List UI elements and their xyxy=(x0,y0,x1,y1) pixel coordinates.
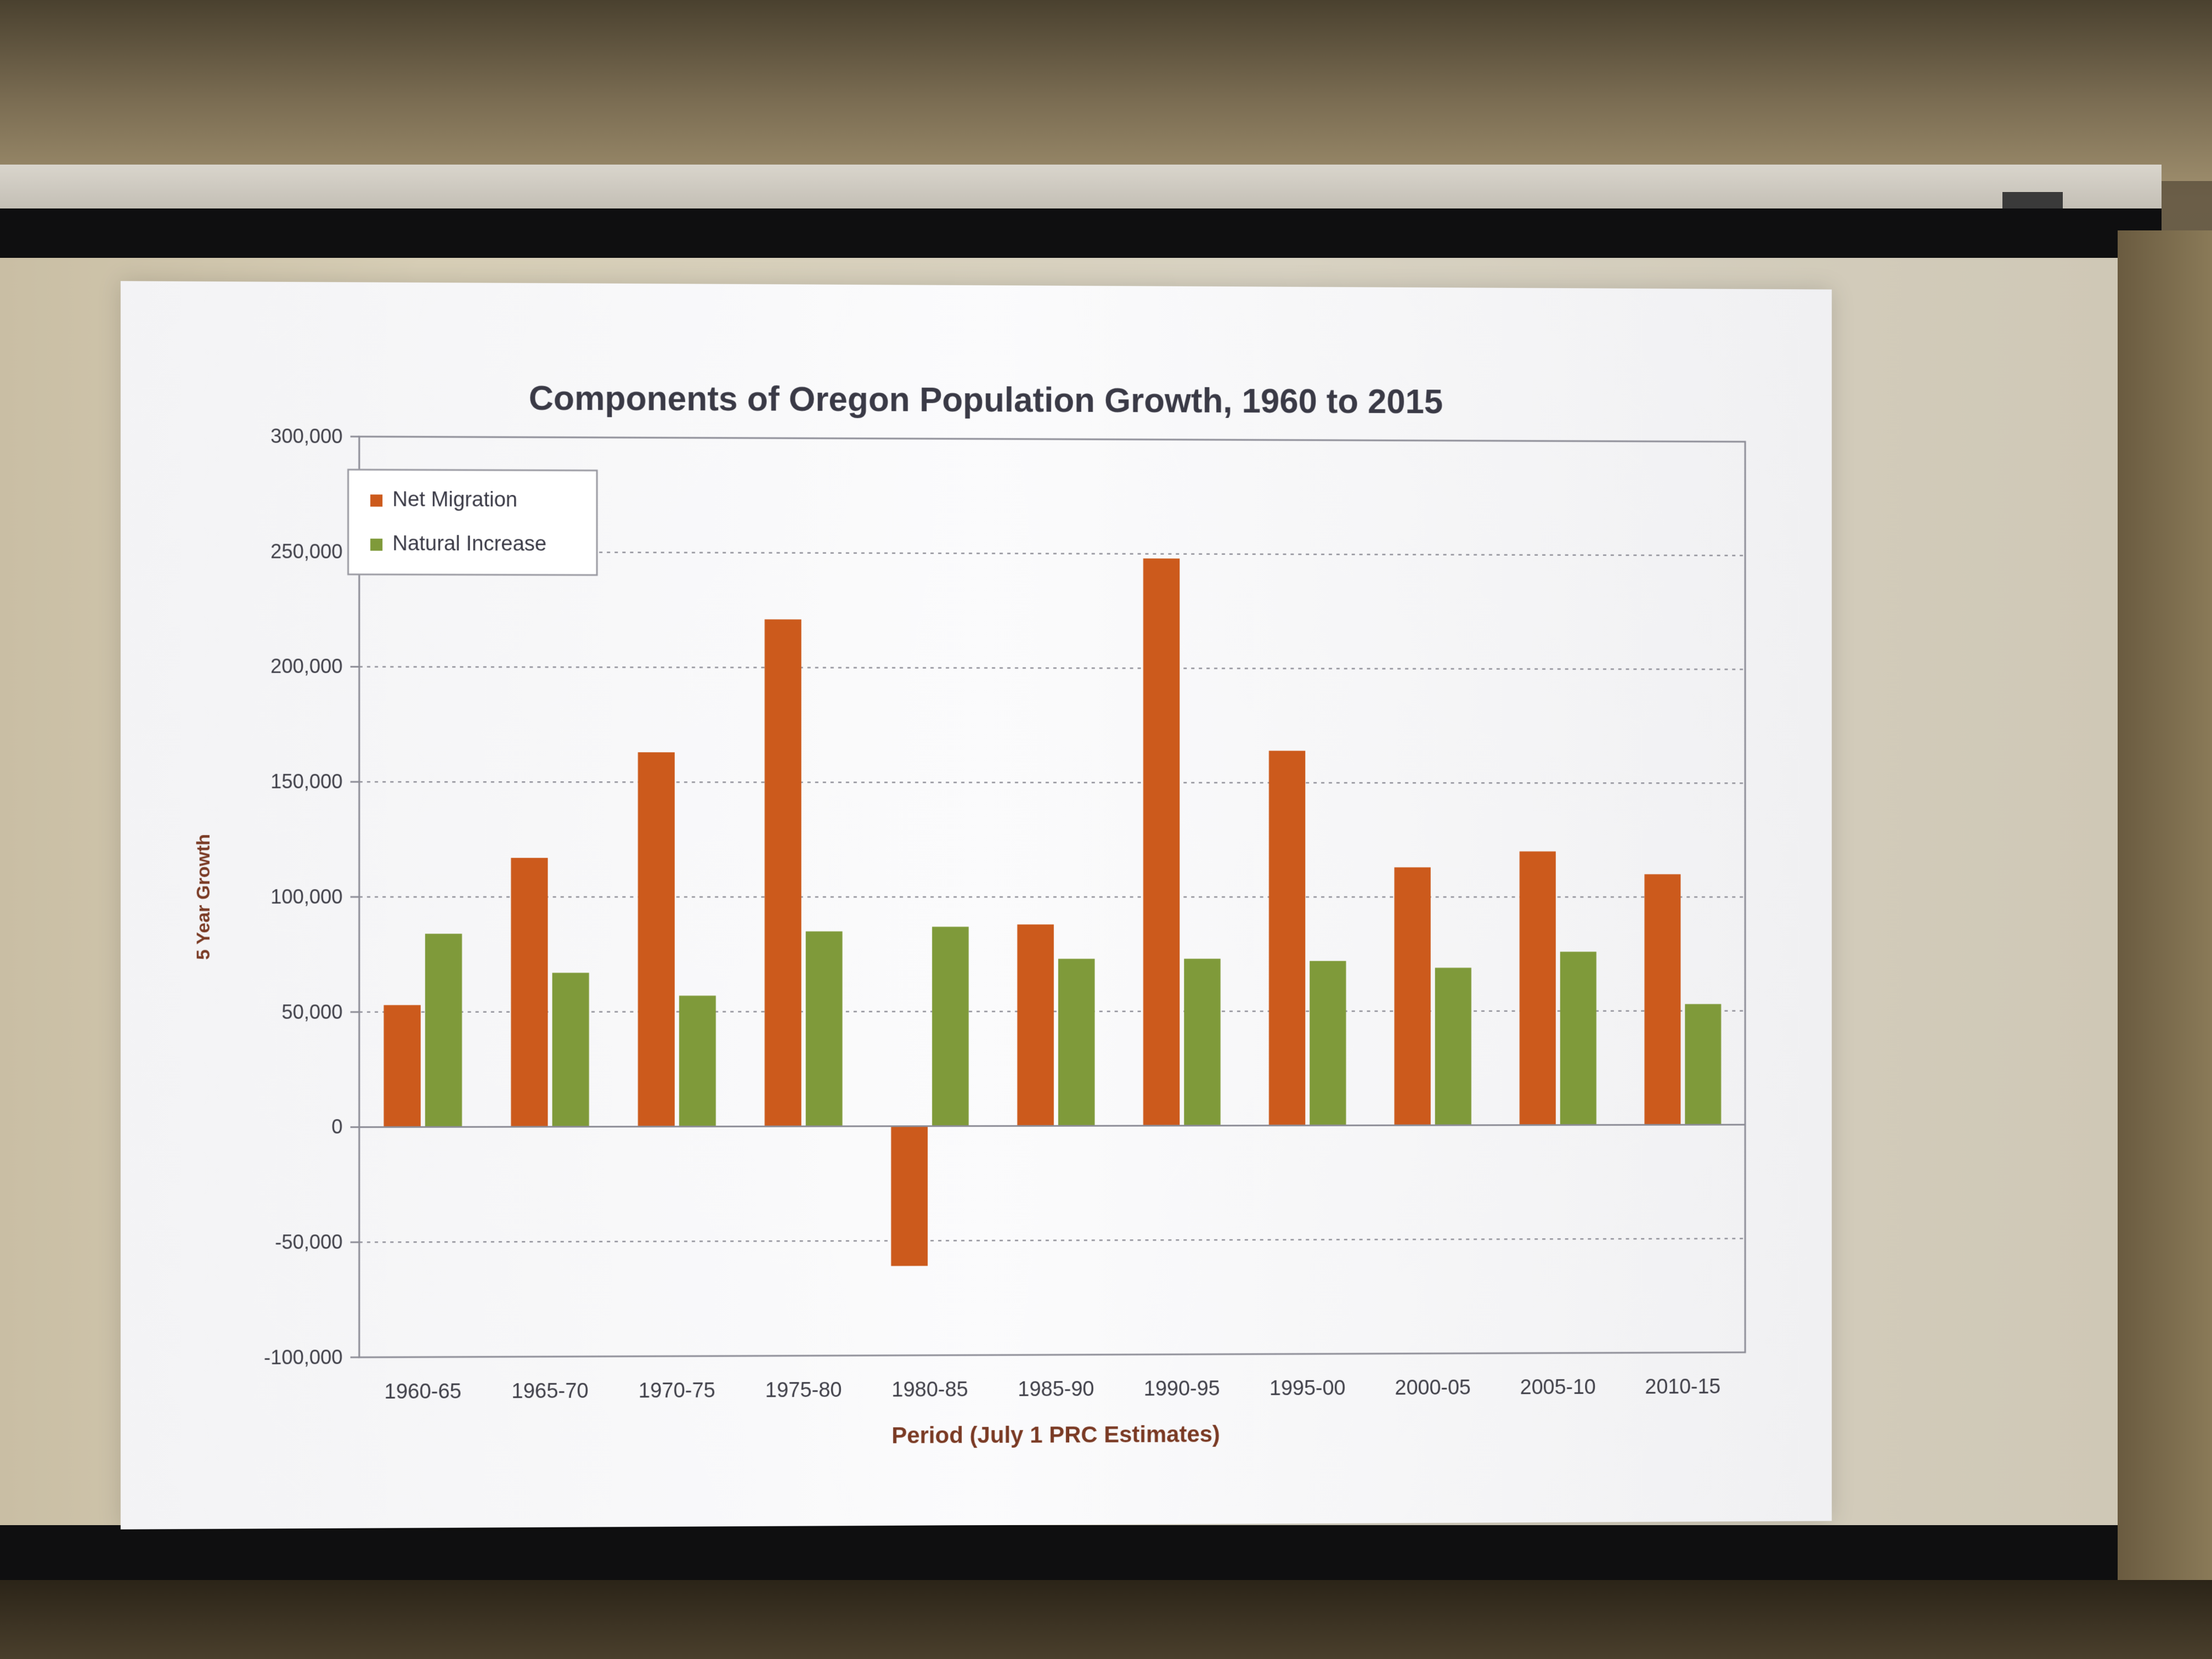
bar-natural-increase-2005-10 xyxy=(1560,952,1596,1125)
bar-natural-increase-1975-80 xyxy=(806,932,843,1126)
x-tick-label: 1990-95 xyxy=(1144,1376,1220,1400)
x-axis-label: Period (July 1 PRC Estimates) xyxy=(891,1421,1220,1448)
x-tick-label: 2005-10 xyxy=(1520,1375,1596,1399)
x-tick-labels: 1960-65 1965-70 1970-75 1975-80 1980-85 1985-… xyxy=(385,1375,1721,1403)
bar-natural-increase-1985-90 xyxy=(1058,959,1095,1126)
housing-label xyxy=(2002,192,2063,210)
bar-net-migration-1965-70 xyxy=(511,858,548,1127)
x-tick-label: 1980-85 xyxy=(891,1378,968,1401)
bars xyxy=(384,556,1722,1267)
bar-net-migration-2005-10 xyxy=(1520,851,1556,1125)
y-tick-label: -100,000 xyxy=(264,1346,343,1369)
legend-label-net-migration: Net Migration xyxy=(392,488,517,512)
bar-natural-increase-1965-70 xyxy=(552,973,589,1127)
bar-natural-increase-1980-85 xyxy=(932,927,969,1126)
legend: Net Migration Natural Increase xyxy=(348,470,597,575)
y-tick-label: 250,000 xyxy=(270,540,342,562)
lower-wall xyxy=(0,1580,2212,1659)
y-tick-labels: 300,000 250,000 200,000 150,000 100,000 50,00… xyxy=(264,425,359,1369)
bar-natural-increase-1995-00 xyxy=(1310,961,1346,1126)
x-tick-label: 1970-75 xyxy=(639,1379,715,1403)
y-tick-label: 0 xyxy=(331,1116,342,1138)
y-axis-label: 5 Year Growth xyxy=(193,834,214,960)
y-tick-label: 150,000 xyxy=(270,770,342,793)
bar-natural-increase-2010-15 xyxy=(1685,1004,1721,1125)
bar-natural-increase-1970-75 xyxy=(679,996,716,1127)
bar-natural-increase-1960-65 xyxy=(425,934,462,1127)
bar-net-migration-1980-85 xyxy=(891,1126,928,1266)
y-tick-label: 200,000 xyxy=(270,655,342,678)
gridline xyxy=(359,782,1745,783)
bar-net-migration-1975-80 xyxy=(765,619,802,1126)
projected-slide: Components of Oregon Population Growth, … xyxy=(121,281,1832,1529)
x-tick-label: 1965-70 xyxy=(511,1379,588,1403)
y-tick-label: 300,000 xyxy=(270,425,342,448)
gridline xyxy=(359,1239,1745,1243)
chart-title: Components of Oregon Population Growth, … xyxy=(529,380,1443,421)
legend-box xyxy=(348,470,597,575)
legend-swatch-natural-increase xyxy=(370,539,382,551)
bar-net-migration-1990-95 xyxy=(1143,558,1180,1126)
brick-wall xyxy=(2118,230,2212,1659)
bar-natural-increase-1990-95 xyxy=(1184,959,1220,1126)
bar-chart: Components of Oregon Population Growth, … xyxy=(121,281,1832,1529)
bar-net-migration-2000-05 xyxy=(1395,867,1431,1125)
bar-net-migration-1985-90 xyxy=(1017,924,1054,1126)
y-tick-label: 100,000 xyxy=(270,885,342,908)
y-tick-label: 50,000 xyxy=(281,1001,342,1023)
legend-swatch-net-migration xyxy=(370,494,382,506)
x-tick-label: 2000-05 xyxy=(1395,1376,1471,1400)
bar-net-migration-1970-75 xyxy=(638,752,675,1126)
x-tick-label: 1975-80 xyxy=(765,1378,842,1402)
y-tick-label: -50,000 xyxy=(275,1231,342,1253)
x-tick-label: 1995-00 xyxy=(1269,1376,1346,1400)
bar-net-migration-2010-15 xyxy=(1644,874,1680,1125)
bar-net-migration-1995-00 xyxy=(1269,751,1305,1125)
bar-natural-increase-2000-05 xyxy=(1435,968,1471,1125)
x-tick-label: 2010-15 xyxy=(1645,1375,1720,1398)
legend-label-natural-increase: Natural Increase xyxy=(392,532,546,556)
bar-net-migration-1960-65 xyxy=(384,1005,421,1127)
ceiling xyxy=(0,0,2212,181)
x-tick-label: 1960-65 xyxy=(385,1380,462,1404)
x-tick-label: 1985-90 xyxy=(1018,1377,1094,1401)
gridline xyxy=(359,667,1745,669)
